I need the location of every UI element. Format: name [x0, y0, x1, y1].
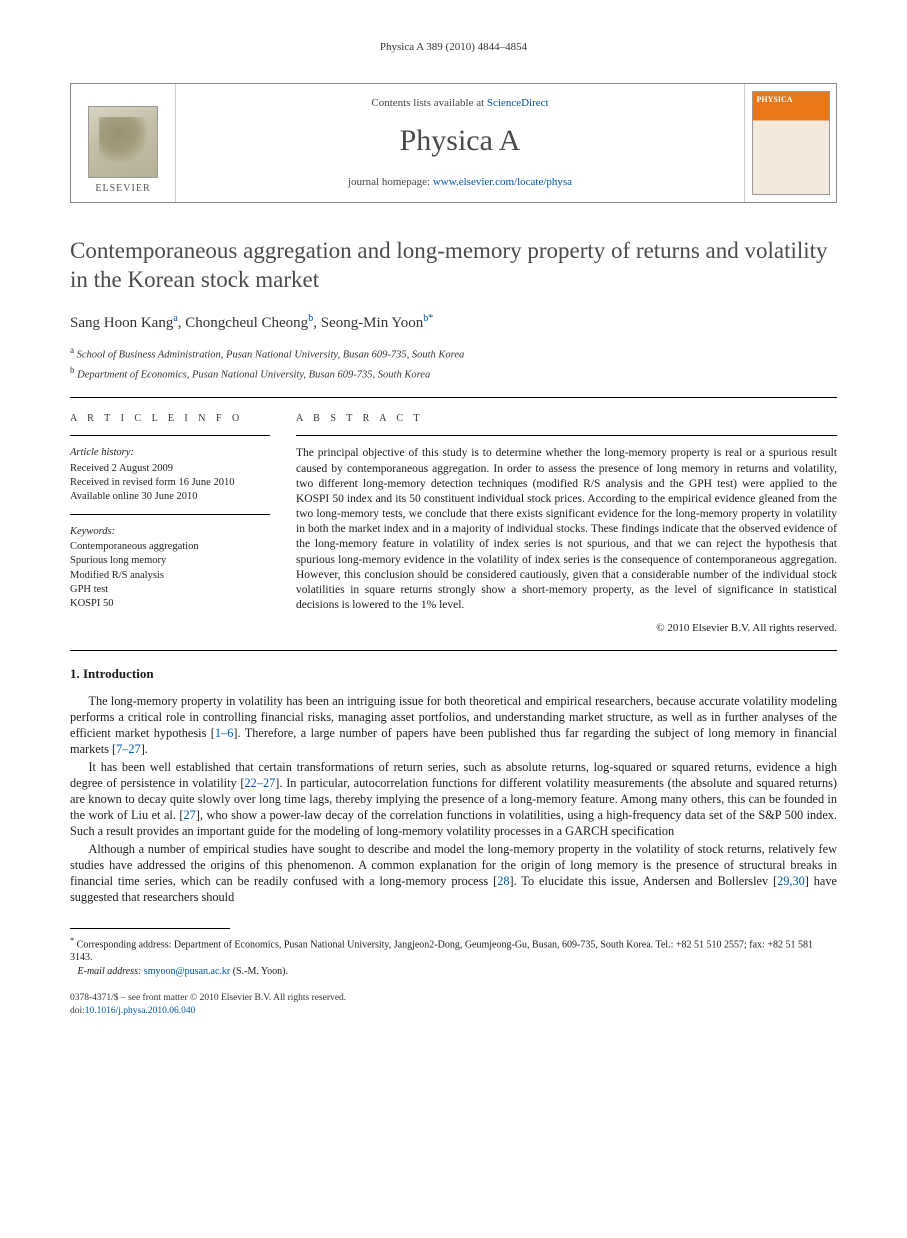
footer-line-1: 0378-4371/$ – see front matter © 2010 El… [70, 992, 837, 1005]
author-3: Seong-Min Yoon [321, 315, 424, 331]
abstract-copyright: © 2010 Elsevier B.V. All rights reserved… [296, 621, 837, 636]
corresponding-star: * [428, 313, 433, 324]
footer-doi: doi:10.1016/j.physa.2010.06.040 [70, 1005, 837, 1018]
info-abstract-row: A R T I C L E I N F O Article history: R… [70, 412, 837, 636]
section-1-title: 1. Introduction [70, 665, 837, 683]
article-title: Contemporaneous aggregation and long-mem… [70, 237, 837, 295]
ref-27[interactable]: 27 [184, 808, 196, 822]
ref-1-6[interactable]: 1–6 [215, 726, 233, 740]
keyword-4: GPH test [70, 583, 270, 597]
history-line-1: Received 2 August 2009 [70, 462, 270, 476]
keyword-1: Contemporaneous aggregation [70, 540, 270, 554]
footer-block: 0378-4371/$ – see front matter © 2010 El… [70, 992, 837, 1018]
sciencedirect-link[interactable]: ScienceDirect [487, 97, 549, 109]
publisher-block: ELSEVIER [71, 84, 176, 202]
info-rule-1 [70, 435, 270, 436]
affiliation-b: b Department of Economics, Pusan Nationa… [70, 364, 837, 383]
corresponding-footnote: * Corresponding address: Department of E… [70, 935, 837, 979]
cover-label: PHYSICA [757, 95, 793, 106]
email-who: (S.-M. Yoon). [233, 966, 288, 977]
homepage-prefix: journal homepage: [348, 176, 433, 188]
author-1-aff: a [173, 313, 177, 324]
running-head: Physica A 389 (2010) 4844–4854 [70, 40, 837, 55]
abstract-column: A B S T R A C T The principal objective … [296, 412, 837, 636]
intro-para-2: It has been well established that certai… [70, 759, 837, 840]
keywords-block: Keywords: Contemporaneous aggregation Sp… [70, 525, 270, 611]
article-info-column: A R T I C L E I N F O Article history: R… [70, 412, 270, 636]
footnote-corr: Corresponding address: Department of Eco… [70, 939, 813, 964]
keyword-3: Modified R/S analysis [70, 569, 270, 583]
journal-cover-icon: PHYSICA [752, 91, 830, 195]
affiliation-a-text: School of Business Administration, Pusan… [77, 349, 465, 360]
homepage-line: journal homepage: www.elsevier.com/locat… [348, 175, 572, 190]
footnote-star: * [70, 936, 74, 945]
history-line-3: Available online 30 June 2010 [70, 490, 270, 504]
email-label: E-mail address: [78, 966, 142, 977]
authors-line: Sang Hoon Kanga, Chongcheul Cheongb, Seo… [70, 312, 837, 333]
email-link[interactable]: smyoon@pusan.ac.kr [144, 966, 230, 977]
ref-29-30[interactable]: 29,30 [777, 874, 805, 888]
history-head: Article history: [70, 446, 270, 460]
author-2-aff: b [308, 313, 313, 324]
affiliation-b-text: Department of Economics, Pusan National … [77, 370, 430, 381]
intro-para-3: Although a number of empirical studies h… [70, 841, 837, 906]
abstract-rule [296, 435, 837, 436]
contents-prefix: Contents lists available at [371, 97, 486, 109]
contents-line: Contents lists available at ScienceDirec… [371, 96, 548, 111]
history-line-2: Received in revised form 16 June 2010 [70, 476, 270, 490]
p1-c: ]. [141, 742, 148, 756]
publisher-name: ELSEVIER [95, 182, 150, 196]
ref-28[interactable]: 28 [497, 874, 509, 888]
rule-bottom [70, 650, 837, 651]
affiliation-a: a School of Business Administration, Pus… [70, 344, 837, 363]
author-2: Chongcheul Cheong [185, 315, 308, 331]
doi-link[interactable]: 10.1016/j.physa.2010.06.040 [85, 1006, 196, 1016]
abstract-head: A B S T R A C T [296, 412, 837, 426]
keyword-2: Spurious long memory [70, 554, 270, 568]
intro-para-1: The long-memory property in volatility h… [70, 693, 837, 758]
journal-masthead: ELSEVIER Contents lists available at Sci… [70, 83, 837, 203]
doi-label: doi: [70, 1006, 85, 1016]
info-rule-2 [70, 514, 270, 515]
article-history: Article history: Received 2 August 2009 … [70, 446, 270, 504]
rule-top [70, 397, 837, 398]
author-1: Sang Hoon Kang [70, 315, 173, 331]
abstract-text: The principal objective of this study is… [296, 446, 837, 613]
masthead-center: Contents lists available at ScienceDirec… [176, 84, 744, 202]
ref-7-27[interactable]: 7–27 [116, 742, 141, 756]
cover-thumb-block: PHYSICA [744, 84, 836, 202]
p3-b: ]. To elucidate this issue, Andersen and… [510, 874, 778, 888]
homepage-link[interactable]: www.elsevier.com/locate/physa [433, 176, 572, 188]
elsevier-tree-icon [88, 106, 158, 178]
footnote-rule [70, 928, 230, 929]
journal-name: Physica A [400, 121, 521, 162]
keywords-head: Keywords: [70, 525, 270, 539]
article-info-head: A R T I C L E I N F O [70, 412, 270, 426]
keyword-5: KOSPI 50 [70, 597, 270, 611]
ref-22-27[interactable]: 22–27 [245, 776, 276, 790]
